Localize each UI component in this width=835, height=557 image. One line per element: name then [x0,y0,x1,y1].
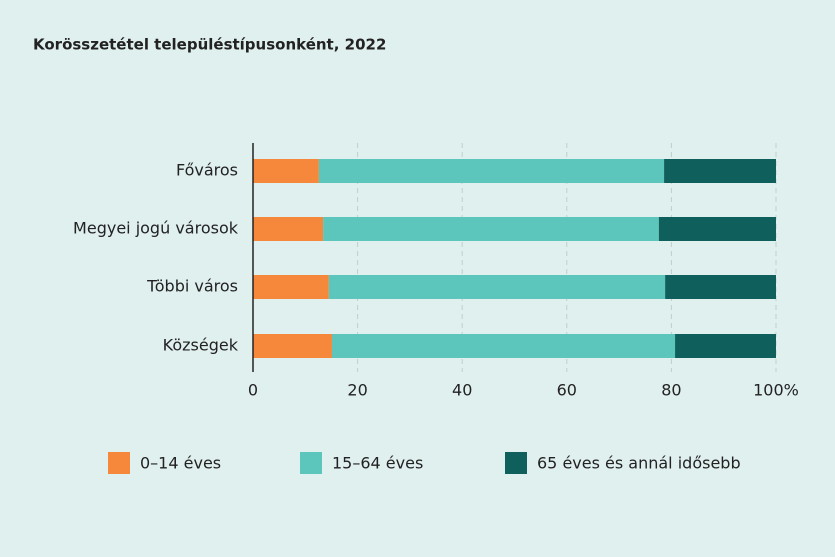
bar-segment [664,159,776,183]
bar-segment [253,159,319,183]
legend-label: 15–64 éves [332,454,423,473]
legend-swatch [108,452,130,474]
bar-segment [658,217,776,241]
bar-segment [331,334,676,358]
y-tick-label: Főváros [176,161,238,180]
bar-segment [318,159,665,183]
x-tick-label: 60 [557,381,577,400]
legend-swatch [505,452,527,474]
legend-label: 0–14 éves [140,454,221,473]
bar-segment [675,334,776,358]
bar-segment [253,217,324,241]
y-tick-label: Többi város [146,277,238,296]
legend-label: 65 éves és annál idősebb [537,454,741,473]
bar-segment [328,275,666,299]
x-tick-label: 40 [452,381,472,400]
chart-title: Korösszetétel településtípusonként, 2022 [33,36,386,54]
x-tick-label: 20 [347,381,367,400]
y-tick-label: Községek [163,336,239,355]
bar-segment [253,334,332,358]
x-tick-label: 0 [248,381,258,400]
bar-segment [665,275,776,299]
y-tick-label: Megyei jogú városok [73,219,239,238]
legend-swatch [300,452,322,474]
x-tick-label: 100% [753,381,799,400]
bar-segment [323,217,659,241]
x-tick-label: 80 [661,381,681,400]
bar-segment [253,275,329,299]
